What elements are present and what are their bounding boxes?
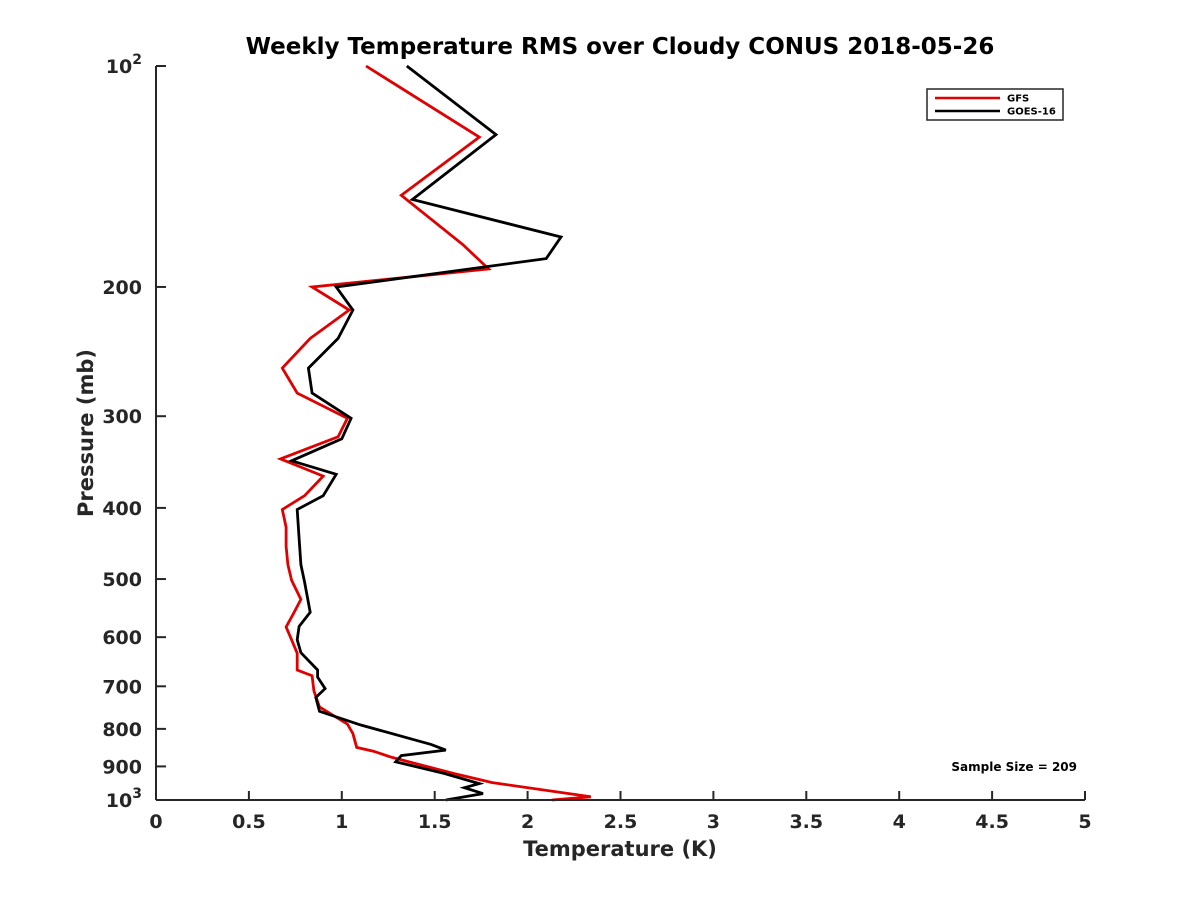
- y-tick-label: 600: [102, 627, 142, 649]
- x-tick-label: 5: [1078, 811, 1091, 833]
- series-line-goes16: [287, 64, 564, 802]
- x-tick-label: 2: [521, 811, 534, 833]
- x-tick-label: 4: [893, 811, 906, 833]
- x-tick-label: 3: [707, 811, 720, 833]
- y-tick-label: 500: [102, 569, 142, 591]
- x-tick-label: 0: [149, 811, 162, 833]
- y-tick-label: 300: [102, 406, 142, 428]
- y-axis-ticks: 102 200 300 400 500 600 700 800 900 103: [102, 52, 166, 812]
- x-tick-label: 1: [335, 811, 348, 833]
- sample-size-annotation: Sample Size = 209: [951, 760, 1077, 774]
- series-line-gfs: [276, 64, 591, 802]
- y-axis-label: Pressure (mb): [74, 349, 98, 517]
- x-axis-label: Temperature (K): [523, 837, 717, 861]
- y-tick-label: 102: [106, 52, 142, 78]
- chart-title: Weekly Temperature RMS over Cloudy CONUS…: [246, 34, 995, 60]
- y-tick-label: 200: [102, 277, 142, 299]
- y-tick-label: 900: [102, 756, 142, 778]
- x-tick-label: 1.5: [418, 811, 452, 833]
- plot-area: [276, 64, 591, 802]
- legend-label-goes16: GOES-16: [1007, 107, 1056, 118]
- x-tick-label: 2.5: [604, 811, 638, 833]
- x-tick-label: 4.5: [975, 811, 1009, 833]
- legend-label-gfs: GFS: [1007, 94, 1029, 105]
- y-tick-label: 103: [106, 786, 142, 812]
- legend-box: [926, 88, 1064, 121]
- x-axis-ticks: 0 0.5 1 1.5 2 2.5 3 3.5 4 4.5 5: [149, 791, 1092, 833]
- x-tick-label: 0.5: [232, 811, 266, 833]
- y-tick-label: 700: [102, 676, 142, 698]
- y-tick-label: 400: [102, 498, 142, 520]
- y-tick-label: 800: [102, 719, 142, 741]
- axes: [155, 66, 1085, 801]
- legend: GFS GOES-16: [926, 88, 1064, 121]
- x-tick-label: 3.5: [789, 811, 823, 833]
